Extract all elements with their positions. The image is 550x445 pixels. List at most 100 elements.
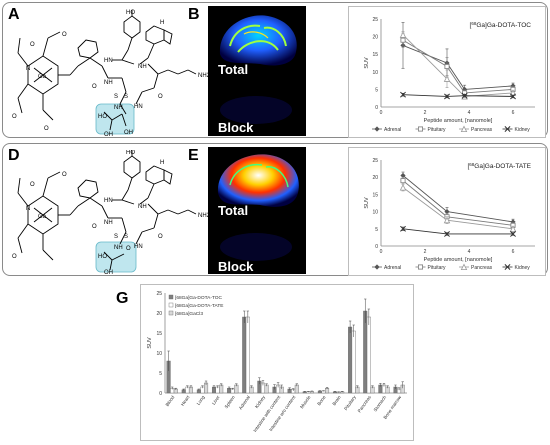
y-tick-label: 20: [372, 35, 378, 41]
legend-label: [68Ga]Ga-DOTA-TOC: [175, 295, 223, 301]
y-tick-label: 10: [372, 210, 378, 216]
atom-label: OH: [104, 270, 113, 275]
atom-label: HO: [98, 114, 107, 120]
y-tick-label: 20: [156, 311, 162, 317]
chemical-structure-a: HO O N H HN O Ga O S S NH NH2 O HN NH HO…: [12, 10, 211, 138]
legend-label: Adrenal: [384, 265, 401, 271]
legend-label: Kidney: [515, 265, 531, 271]
data-point: [510, 231, 516, 237]
data-point: [444, 64, 450, 70]
data-point: [460, 125, 468, 132]
atom-label: N: [26, 206, 30, 212]
threonine-highlight: [95, 241, 137, 273]
pet-image-e: Total Block: [208, 147, 306, 274]
atom-label: HN: [104, 58, 113, 64]
y-tick-label: 15: [372, 192, 378, 198]
x-tick-label: Spleen: [224, 394, 237, 409]
x-tick-label: Lung: [196, 394, 206, 406]
atom-label: HN: [134, 104, 143, 110]
series-line: [402, 180, 514, 226]
atom-label: H: [160, 20, 164, 26]
pet-label-total: Total: [218, 62, 249, 77]
x-axis-label: Peptide amount, [nanomole]: [424, 118, 493, 124]
y-tick-label: 15: [156, 331, 162, 337]
legend-label: Pituitary: [428, 265, 447, 271]
pet-image-b: Total Block: [208, 6, 306, 136]
x-tick-label: Muscle: [299, 394, 312, 409]
chart-c: 0 5 10 15 20 25 0 2 4 6 Peptide amount, [nanomole]…: [364, 17, 535, 133]
bar: [245, 316, 250, 394]
panel-label-d: D: [8, 147, 20, 164]
atom-label: HO: [126, 10, 135, 16]
atom-label: OH: [124, 130, 133, 136]
legend-label: [68Ga]GaCl3: [175, 311, 203, 317]
series-line: [402, 39, 514, 94]
y-tick-label: 0: [375, 244, 378, 250]
atom-label: O: [92, 84, 97, 90]
atom-label: O: [30, 182, 35, 188]
y-axis-label: SUV: [364, 57, 370, 69]
atom-label: HO: [126, 150, 135, 156]
data-point: [504, 264, 511, 270]
atom-label: HN: [104, 198, 113, 204]
series-line: [402, 175, 514, 223]
chart-f: 0 5 10 15 20 25 0 2 4 6 Peptide amount, [nanomole]…: [364, 158, 535, 271]
x-tick-label: 4: [468, 249, 471, 255]
atom-label: O: [62, 172, 67, 178]
x-tick-label: Adrenal: [238, 395, 251, 411]
y-tick-label: 10: [372, 70, 378, 76]
data-point: [374, 264, 380, 270]
y-tick-label: 0: [159, 391, 162, 397]
atom-label: O: [12, 254, 17, 260]
data-point: [418, 264, 424, 270]
legend-swatch: [168, 294, 174, 300]
atom-label: S: [114, 94, 118, 100]
x-axis-label: Peptide amount, [nanomole]: [424, 257, 493, 263]
data-point: [444, 209, 450, 215]
atom-label: NH: [138, 204, 147, 210]
pet-label-block: Block: [218, 120, 254, 135]
y-tick-label: 5: [375, 227, 378, 233]
series-line: [402, 94, 514, 97]
y-tick-label: 5: [159, 371, 162, 377]
data-point: [510, 93, 516, 100]
data-point: [460, 263, 468, 270]
atom-label: O: [158, 94, 163, 100]
atom-label: O: [62, 32, 67, 38]
x-tick-label: Liver: [211, 394, 221, 405]
atom-label: HO: [98, 254, 107, 260]
bar: [363, 310, 368, 394]
atom-label: OH: [104, 132, 113, 138]
chemical-structure-d: HO O N H HN O Ga O S S NH NH2 O HN NH HO…: [12, 150, 211, 275]
y-tick-label: 25: [372, 17, 378, 23]
x-tick-label: 6: [512, 110, 515, 116]
data-point: [443, 75, 451, 82]
atom-label: NH: [104, 220, 113, 226]
legend-label: Adrenal: [384, 127, 401, 133]
chart-g-box: 0 5 10 15 20 25 SUV Blood Heart Lung Liver Spleen Ad…: [140, 284, 414, 441]
atom-label: O: [126, 246, 131, 252]
bar: [219, 384, 224, 394]
legend-label: Pituitary: [428, 127, 447, 133]
chart-title: [68Ga]Ga-DOTA-TOC: [470, 21, 532, 29]
series-line: [402, 34, 514, 97]
legend-swatch: [168, 310, 174, 316]
atom-label: NH: [114, 245, 123, 251]
atom-label: O: [158, 234, 163, 240]
legend-swatch: [168, 302, 174, 308]
x-tick-label: Stomach: [373, 394, 388, 412]
atom-label: NH: [114, 105, 123, 111]
x-tick-label: 6: [512, 249, 515, 255]
x-tick-label: 4: [468, 110, 471, 116]
data-point: [444, 231, 450, 237]
x-tick-label: Blood: [165, 394, 176, 407]
y-tick-label: 25: [156, 291, 162, 297]
atom-label: HN: [134, 244, 143, 250]
atom-label: Ga: [38, 214, 47, 220]
bar: [366, 316, 371, 394]
data-point: [444, 93, 450, 100]
atom-label: NH: [104, 80, 113, 86]
y-tick-label: 5: [375, 87, 378, 93]
x-tick-label: Intestine with content: [252, 394, 281, 433]
atom-label: N: [26, 66, 30, 72]
